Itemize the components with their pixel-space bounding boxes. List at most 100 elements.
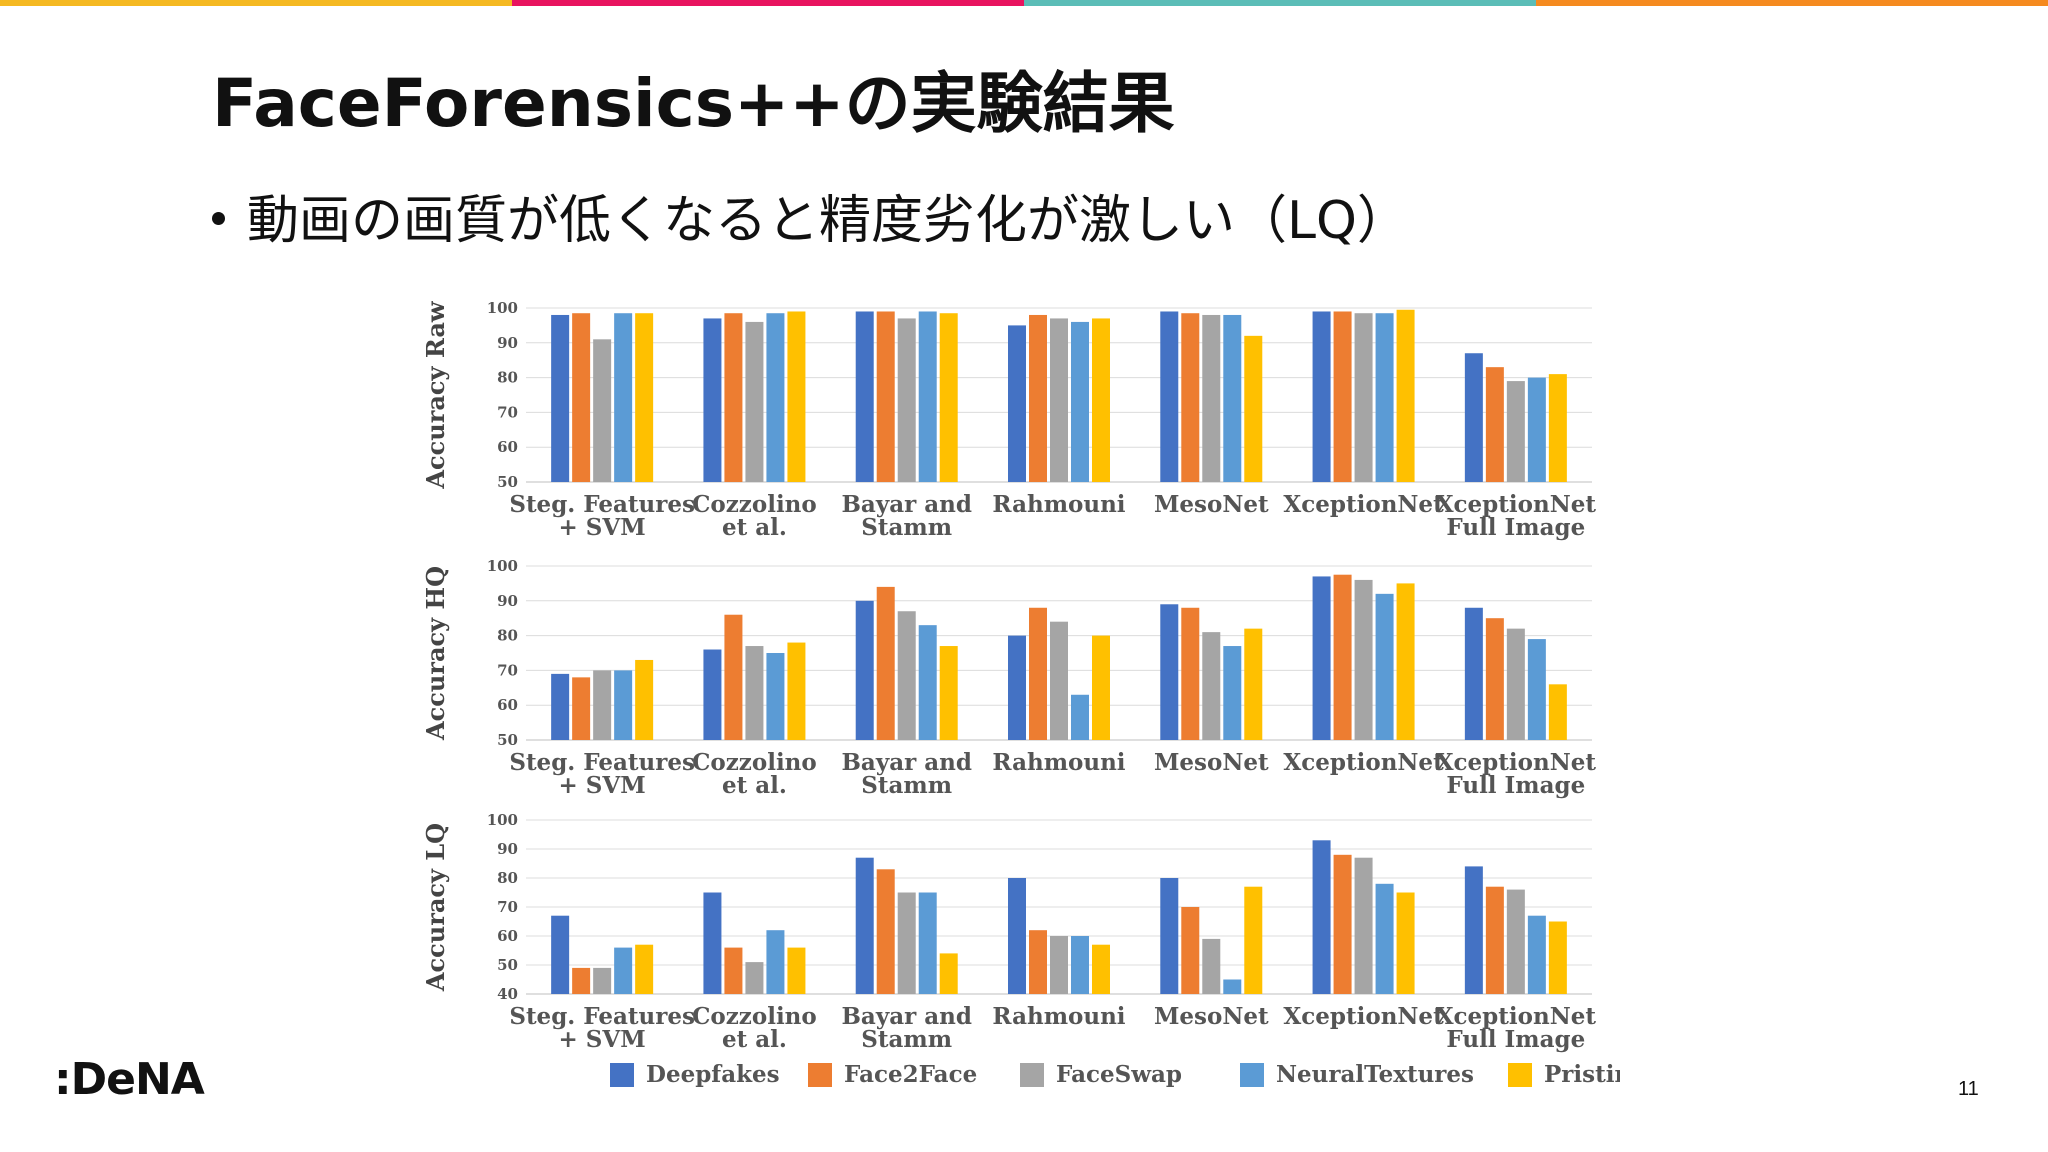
category-label: XceptionNet	[1436, 749, 1597, 776]
category-label: Rahmouni	[992, 491, 1125, 518]
bar-face2face	[876, 311, 895, 482]
y-axis-label: Accuracy LQ	[421, 823, 450, 992]
bar-pristine	[787, 642, 806, 740]
bar-pristine	[635, 659, 654, 740]
bar-faceswap	[1050, 318, 1068, 482]
bar-face2face	[1181, 907, 1200, 994]
category-label: Bayar and	[841, 1003, 971, 1030]
legend-swatch-neuraltextures	[1240, 1063, 1264, 1087]
y-tick-label: 70	[497, 898, 518, 916]
category-label: Steg. Features	[509, 491, 695, 518]
bar-pristine	[1092, 944, 1110, 994]
y-axis-label: Accuracy Raw	[421, 300, 450, 489]
bar-faceswap	[1506, 628, 1525, 740]
category-label: MesoNet	[1154, 1003, 1269, 1030]
y-tick-label: 90	[497, 334, 518, 352]
bar-deepfakes	[1312, 840, 1331, 994]
bar-face2face	[1333, 311, 1352, 482]
bar-pristine	[635, 944, 654, 994]
bar-face2face	[1333, 854, 1352, 994]
bar-face2face	[724, 947, 743, 994]
legend-label: Face2Face	[844, 1061, 977, 1088]
bar-deepfakes	[703, 892, 722, 994]
category-label: Full Image	[1446, 772, 1585, 799]
bar-deepfakes	[1160, 604, 1179, 740]
category-label: Bayar and	[841, 491, 971, 518]
y-tick-label: 70	[497, 403, 518, 421]
bar-deepfakes	[855, 857, 874, 994]
y-tick-label: 90	[497, 840, 518, 858]
y-axis-label: Accuracy HQ	[421, 566, 450, 741]
bar-neuraltextures	[918, 892, 937, 994]
y-tick-label: 60	[497, 438, 518, 456]
category-label: Stamm	[861, 772, 952, 799]
bar-face2face	[876, 586, 895, 740]
category-label: XceptionNet	[1436, 1003, 1597, 1030]
category-label: MesoNet	[1154, 749, 1269, 776]
category-label: et al.	[722, 772, 787, 799]
bullet-text: 動画の画質が低くなると精度劣化が激しい（LQ）	[247, 191, 1409, 251]
bar-faceswap	[1354, 579, 1373, 740]
y-tick-label: 90	[497, 592, 518, 610]
bar-faceswap	[1506, 381, 1525, 482]
category-label: Cozzolino	[692, 1003, 817, 1030]
bar-neuraltextures	[766, 930, 785, 994]
bar-deepfakes	[855, 600, 874, 740]
bar-faceswap	[593, 967, 612, 994]
category-label: + SVM	[559, 772, 646, 799]
bar-deepfakes	[1008, 635, 1026, 740]
bar-face2face	[1029, 314, 1047, 482]
category-label: Rahmouni	[992, 749, 1125, 776]
bar-pristine	[939, 313, 958, 482]
bar-neuraltextures	[1223, 979, 1242, 994]
bar-faceswap	[1050, 621, 1068, 740]
category-label: Stamm	[861, 514, 952, 541]
bar-deepfakes	[1160, 878, 1179, 994]
bar-pristine	[787, 947, 806, 994]
bar-neuraltextures	[1527, 639, 1546, 740]
y-tick-label: 70	[497, 661, 518, 679]
legend-label: FaceSwap	[1056, 1061, 1182, 1088]
bar-faceswap	[1354, 313, 1373, 482]
bar-faceswap	[1202, 632, 1221, 740]
legend-label: NeuralTextures	[1276, 1061, 1474, 1088]
y-tick-label: 80	[497, 627, 518, 645]
category-label: XceptionNet	[1283, 749, 1444, 776]
category-label: Rahmouni	[992, 1003, 1125, 1030]
legend-swatch-faceswap	[1020, 1063, 1044, 1087]
category-label: Steg. Features	[509, 749, 695, 776]
bar-pristine	[1548, 684, 1567, 740]
bar-face2face	[1181, 607, 1200, 740]
bullet-dot-icon	[212, 212, 225, 225]
bar-deepfakes	[1312, 576, 1331, 740]
bar-deepfakes	[1464, 866, 1483, 994]
category-label: XceptionNet	[1436, 491, 1597, 518]
bar-face2face	[1485, 886, 1504, 994]
bar-faceswap	[1050, 936, 1068, 994]
bar-faceswap	[1354, 857, 1373, 994]
y-tick-label: 100	[487, 557, 518, 575]
category-label: + SVM	[559, 514, 646, 541]
bar-deepfakes	[1160, 311, 1179, 482]
dena-logo: :DeNA	[54, 1054, 205, 1105]
bar-pristine	[1244, 335, 1263, 482]
bar-neuraltextures	[614, 313, 633, 482]
bar-faceswap	[745, 646, 764, 740]
bar-pristine	[1244, 628, 1263, 740]
category-label: Bayar and	[841, 749, 971, 776]
bar-pristine	[635, 313, 654, 482]
bar-deepfakes	[703, 318, 722, 482]
bar-pristine	[939, 646, 958, 740]
page-number: 11	[1958, 1078, 1979, 1100]
bar-face2face	[1485, 367, 1504, 482]
y-tick-label: 60	[497, 696, 518, 714]
bar-face2face	[1333, 574, 1352, 740]
category-label: + SVM	[559, 1026, 646, 1053]
legend-label: Deepfakes	[646, 1061, 780, 1088]
bar-faceswap	[897, 892, 916, 994]
bar-face2face	[572, 677, 591, 740]
bar-pristine	[787, 311, 806, 482]
y-tick-label: 60	[497, 927, 518, 945]
bar-neuraltextures	[1527, 377, 1546, 482]
category-label: Cozzolino	[692, 491, 817, 518]
